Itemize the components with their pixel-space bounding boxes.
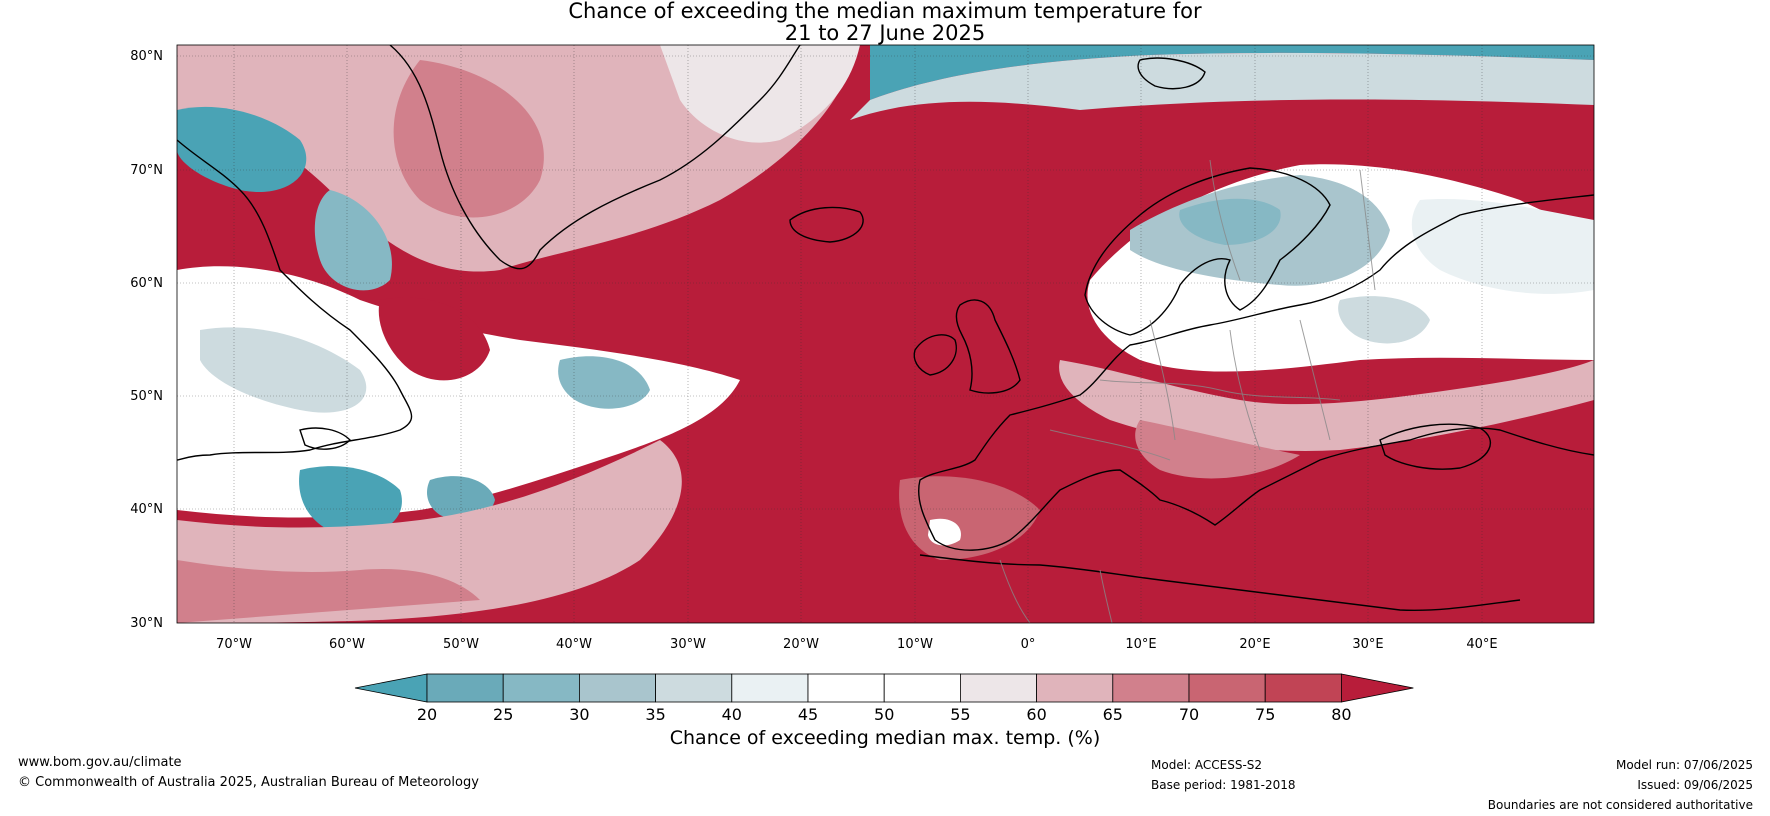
colorbar: 20 25 30 35 40 45 50 55 60 65 70 75 80	[354, 673, 1414, 724]
colorbar-swatch	[502, 673, 580, 703]
colorbar-tick-label: 20	[417, 705, 437, 724]
lat-label: 30°N	[130, 616, 163, 631]
colorbar-tick-label: 50	[874, 705, 894, 724]
colorbar-tick-label: 25	[493, 705, 513, 724]
lon-label: 60°W	[329, 637, 365, 652]
colorbar-extend-low	[354, 673, 428, 703]
colorbar-tick-label: 80	[1331, 705, 1351, 724]
lat-label: 60°N	[130, 276, 163, 291]
disclaimer-text: Boundaries are not considered authoritat…	[1487, 798, 1753, 812]
lon-label: 10°W	[897, 637, 933, 652]
lon-label: 30°E	[1352, 637, 1383, 652]
colorbar-swatch	[1112, 673, 1190, 703]
lat-label: 50°N	[130, 389, 163, 404]
colorbar-tick-label: 60	[1026, 705, 1046, 724]
lon-label: 30°W	[670, 637, 706, 652]
lon-label: 20°W	[783, 637, 819, 652]
map-title-line-1: Chance of exceeding the median maximum t…	[568, 0, 1202, 23]
map-title-line-2: 21 to 27 June 2025	[784, 21, 986, 45]
lon-label: 10°E	[1125, 637, 1156, 652]
lat-label: 70°N	[130, 163, 163, 178]
lat-label: 40°N	[130, 502, 163, 517]
colorbar-swatch	[426, 673, 504, 703]
colorbar-swatch	[1188, 673, 1266, 703]
probability-field	[177, 45, 1594, 623]
colorbar-tick-label: 55	[950, 705, 970, 724]
lon-label: 40°W	[556, 637, 592, 652]
colorbar-label: Chance of exceeding median max. temp. (%…	[669, 727, 1101, 749]
colorbar-tick-label: 75	[1255, 705, 1275, 724]
model-run-text: Model run: 07/06/2025	[1615, 758, 1753, 772]
issued-text: Issued: 09/06/2025	[1637, 778, 1753, 792]
coastlines	[177, 45, 1594, 612]
colorbar-tick-label: 70	[1179, 705, 1199, 724]
colorbar-tick-label: 30	[569, 705, 589, 724]
colorbar-swatch	[1264, 673, 1342, 703]
lon-label: 0°	[1021, 637, 1036, 652]
lon-label: 70°W	[216, 637, 252, 652]
colorbar-tick-label: 65	[1103, 705, 1123, 724]
colorbar-swatch	[1036, 673, 1114, 703]
colorbar-swatch	[960, 673, 1038, 703]
lon-label: 40°E	[1466, 637, 1497, 652]
longitude-axis: 70°W 60°W 50°W 40°W 30°W 20°W 10°W 0° 10…	[216, 637, 1498, 652]
copyright-text: © Commonwealth of Australia 2025, Austra…	[18, 775, 479, 790]
colorbar-extend-high	[1341, 673, 1414, 703]
colorbar-tick-label: 40	[722, 705, 742, 724]
colorbar-swatch	[655, 673, 733, 703]
website-link[interactable]: www.bom.gov.au/climate	[18, 755, 182, 770]
lon-label: 20°E	[1239, 637, 1270, 652]
lon-label: 50°W	[443, 637, 479, 652]
lat-label: 80°N	[130, 49, 163, 64]
colorbar-swatch	[731, 673, 809, 703]
map-frame	[176, 44, 1595, 624]
base-period-text: Base period: 1981-2018	[1151, 778, 1296, 792]
latitude-axis: 80°N 70°N 60°N 50°N 40°N 30°N	[130, 49, 163, 631]
colorbar-swatch	[807, 673, 885, 703]
colorbar-tick-label: 45	[798, 705, 818, 724]
colorbar-swatch	[883, 673, 961, 703]
colorbar-swatch	[579, 673, 657, 703]
model-text: Model: ACCESS-S2	[1151, 758, 1263, 772]
colorbar-tick-label: 35	[645, 705, 665, 724]
